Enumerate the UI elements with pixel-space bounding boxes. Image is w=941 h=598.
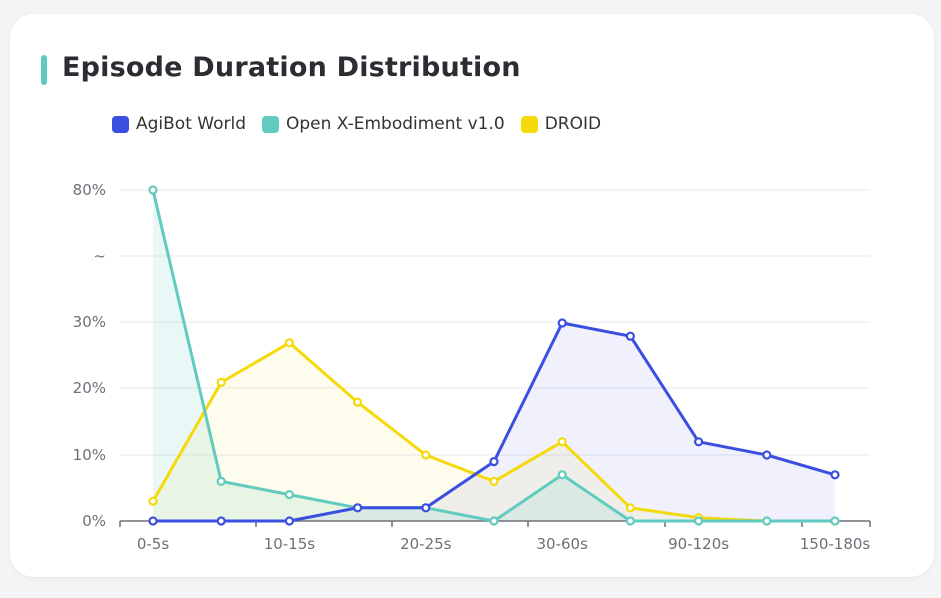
x-tick-label: 10-15s bbox=[264, 535, 316, 553]
data-point bbox=[762, 516, 772, 526]
data-point bbox=[830, 470, 840, 480]
legend-item-oxe[interactable]: Open X-Embodiment v1.0 bbox=[262, 114, 505, 134]
x-tick-label: 0-5s bbox=[137, 535, 169, 553]
data-point bbox=[557, 318, 567, 328]
legend-item-agibot[interactable]: AgiBot World bbox=[112, 114, 246, 134]
series-area bbox=[153, 323, 835, 521]
y-tick-label: 10% bbox=[73, 446, 106, 464]
chart-title: Episode Duration Distribution bbox=[62, 52, 521, 83]
data-point bbox=[216, 516, 226, 526]
data-point bbox=[284, 516, 294, 526]
data-point bbox=[625, 516, 636, 526]
legend-label: DROID bbox=[544, 114, 602, 134]
data-point bbox=[489, 476, 499, 486]
y-tick-label: 0% bbox=[82, 512, 106, 530]
title-accent-bar bbox=[41, 55, 47, 85]
legend-swatch bbox=[112, 115, 129, 133]
data-point bbox=[625, 331, 636, 341]
series-area bbox=[153, 342, 835, 521]
data-point bbox=[693, 516, 704, 526]
data-point bbox=[148, 516, 158, 526]
data-point bbox=[216, 476, 226, 486]
data-point bbox=[284, 338, 294, 348]
legend-item-droid[interactable]: DROID bbox=[520, 114, 602, 134]
data-point bbox=[625, 503, 636, 513]
x-tick-label: 90-120s bbox=[668, 535, 729, 553]
data-point bbox=[284, 490, 294, 500]
data-point bbox=[693, 437, 704, 447]
y-tick-label: 30% bbox=[73, 313, 106, 331]
data-point bbox=[830, 516, 840, 526]
data-point bbox=[353, 503, 363, 513]
y-tick-label: 20% bbox=[73, 379, 106, 397]
legend-label: AgiBot World bbox=[136, 114, 246, 134]
legend-swatch bbox=[262, 115, 279, 133]
series-area bbox=[153, 190, 835, 521]
x-tick-label: 30-60s bbox=[536, 535, 588, 553]
legend: AgiBot World Open X-Embodiment v1.0 DROI… bbox=[112, 114, 617, 134]
y-tick-label: ~ bbox=[93, 247, 106, 265]
data-point bbox=[557, 470, 567, 480]
data-point bbox=[148, 185, 158, 195]
y-tick-label: 80% bbox=[73, 181, 106, 199]
data-point bbox=[148, 496, 158, 506]
data-point bbox=[489, 516, 499, 526]
data-point bbox=[762, 450, 772, 460]
data-point bbox=[421, 503, 431, 513]
data-point bbox=[421, 450, 431, 460]
data-point bbox=[216, 377, 226, 387]
data-point bbox=[353, 397, 363, 407]
data-point bbox=[489, 457, 499, 467]
legend-swatch bbox=[520, 115, 538, 133]
x-tick-label: 20-25s bbox=[400, 535, 452, 553]
x-tick-label: 150-180s bbox=[800, 535, 871, 553]
data-point bbox=[557, 437, 567, 447]
legend-label: Open X-Embodiment v1.0 bbox=[286, 114, 505, 134]
